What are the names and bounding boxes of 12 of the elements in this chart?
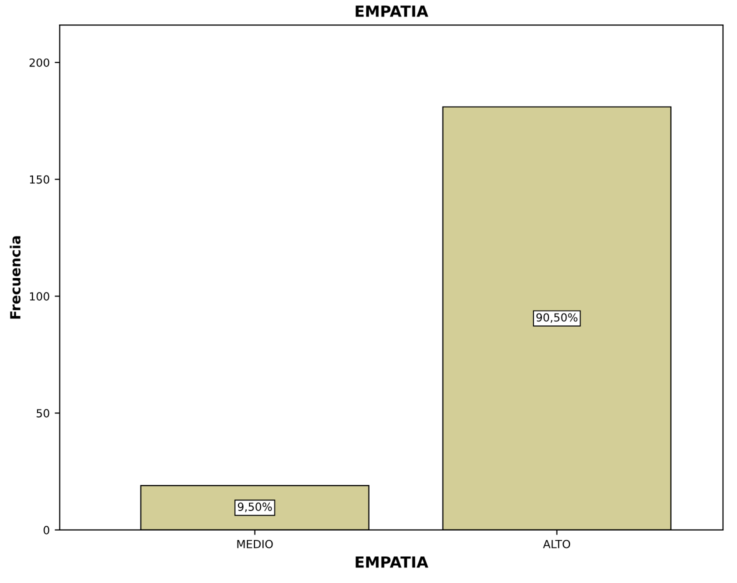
x-tick-label: MEDIO	[237, 540, 273, 548]
y-tick-label: 100	[30, 292, 50, 301]
y-tick-label: 50	[36, 409, 50, 418]
chart-title: EMPATIA	[356, 6, 428, 17]
y-tick-label: 0	[44, 526, 50, 534]
annotation: 90,50%	[536, 313, 578, 323]
x-axis-title: EMPATIA	[356, 556, 428, 568]
x-tick-label: ALTO	[543, 540, 570, 548]
y-tick-label: 200	[30, 58, 50, 67]
y-axis-title: Frecuencia	[10, 236, 21, 319]
annotation: 9,50%	[238, 502, 272, 512]
y-tick-label: 150	[30, 175, 50, 184]
